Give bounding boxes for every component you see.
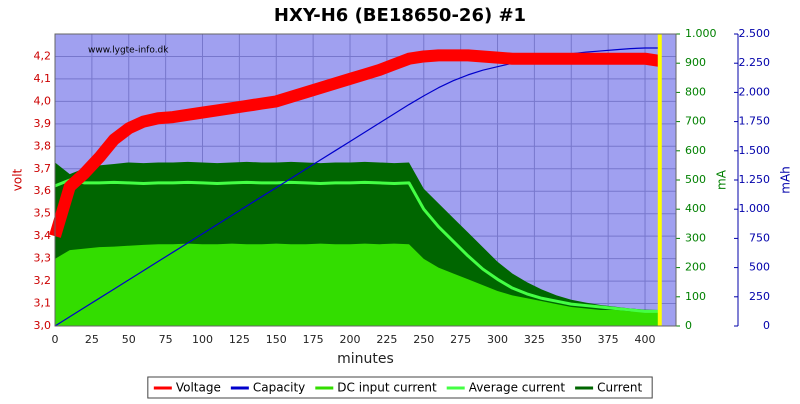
y2-tick-label: 600 <box>685 144 706 157</box>
y3-tick-label: 750 <box>749 231 770 244</box>
annotation: www.lygte-info.dk <box>88 46 169 56</box>
y-tick-label: 3,2 <box>34 274 52 287</box>
x-tick-label: 350 <box>561 333 582 346</box>
series-line <box>54 178 660 313</box>
y3-tick-label: 1.000 <box>739 202 771 215</box>
y2-tick-label: 400 <box>685 202 706 215</box>
y2-axis-title: mA <box>715 169 729 190</box>
x-tick-label: 275 <box>450 333 471 346</box>
y2-tick-label: 500 <box>685 173 706 186</box>
y-tick-label: 4,1 <box>34 72 52 85</box>
y2-tick-label: 300 <box>685 231 706 244</box>
x-tick-label: 325 <box>524 333 545 346</box>
y-tick-label: 3,8 <box>34 139 52 152</box>
x-tick-label: 400 <box>635 333 656 346</box>
x-tick-label: 0 <box>52 333 59 346</box>
legend-label: Voltage <box>176 381 221 395</box>
y-tick-label: 3,1 <box>34 297 52 310</box>
y2-tick-label: 900 <box>685 56 706 69</box>
y3-tick-label: 1.500 <box>739 144 771 157</box>
y-axis-title: volt <box>11 168 25 191</box>
y3-tick-label: 0 <box>763 319 770 332</box>
y-tick-label: 3,5 <box>34 207 52 220</box>
x-tick-label: 225 <box>376 333 397 346</box>
legend-label: DC input current <box>337 381 437 395</box>
legend: Voltage Capacity DC input current Average c… <box>147 376 653 399</box>
legend-box <box>147 376 653 399</box>
series-line <box>49 49 661 238</box>
y2-tick-label: 0 <box>685 319 692 332</box>
y3-tick-label: 250 <box>749 290 770 303</box>
y3-tick-label: 500 <box>749 261 770 274</box>
legend-label: Capacity <box>253 381 305 395</box>
x-tick-label: 175 <box>303 333 324 346</box>
y2-tick-label: 200 <box>685 261 706 274</box>
x-tick-label: 25 <box>85 333 99 346</box>
plot-frame <box>54 33 677 327</box>
x-tick-label: 100 <box>192 333 213 346</box>
y3-axis-title: mAh <box>779 166 793 194</box>
y2-tick-label: 700 <box>685 115 706 128</box>
y3-tick-label: 1.750 <box>739 115 771 128</box>
y-tick-label: 3,9 <box>34 117 52 130</box>
y3-tick-label: 2.000 <box>739 85 771 98</box>
y2-tick-label: 800 <box>685 85 706 98</box>
legend-label: Average current <box>469 381 566 395</box>
y3-tick-label: 2.250 <box>739 56 771 69</box>
y-tick-label: 3,0 <box>34 319 52 332</box>
x-tick-label: 150 <box>266 333 287 346</box>
x-tick-label: 375 <box>598 333 619 346</box>
x-tick-label: 125 <box>229 333 250 346</box>
series-area <box>55 243 660 326</box>
y2-tick-label: 1.000 <box>685 27 717 40</box>
y3-tick-label: 2.500 <box>739 27 771 40</box>
y-tick-label: 3,3 <box>34 252 52 265</box>
y3-tick-label: 1.250 <box>739 173 771 186</box>
y-tick-label: 4,0 <box>34 94 52 107</box>
x-tick-label: 50 <box>122 333 136 346</box>
x-axis-title: minutes <box>337 351 394 367</box>
y-tick-label: 3,6 <box>34 184 52 197</box>
x-tick-label: 300 <box>487 333 508 346</box>
legend-label: Current <box>597 381 642 395</box>
x-tick-label: 75 <box>159 333 173 346</box>
y-tick-label: 4,2 <box>34 49 52 62</box>
chart-title: HXY-H6 (BE18650-26) #1 <box>274 5 526 26</box>
x-tick-label: 200 <box>340 333 361 346</box>
y2-tick-label: 100 <box>685 290 706 303</box>
y-tick-label: 3,4 <box>34 229 52 242</box>
y-tick-label: 3,7 <box>34 162 52 175</box>
x-tick-label: 250 <box>413 333 434 346</box>
